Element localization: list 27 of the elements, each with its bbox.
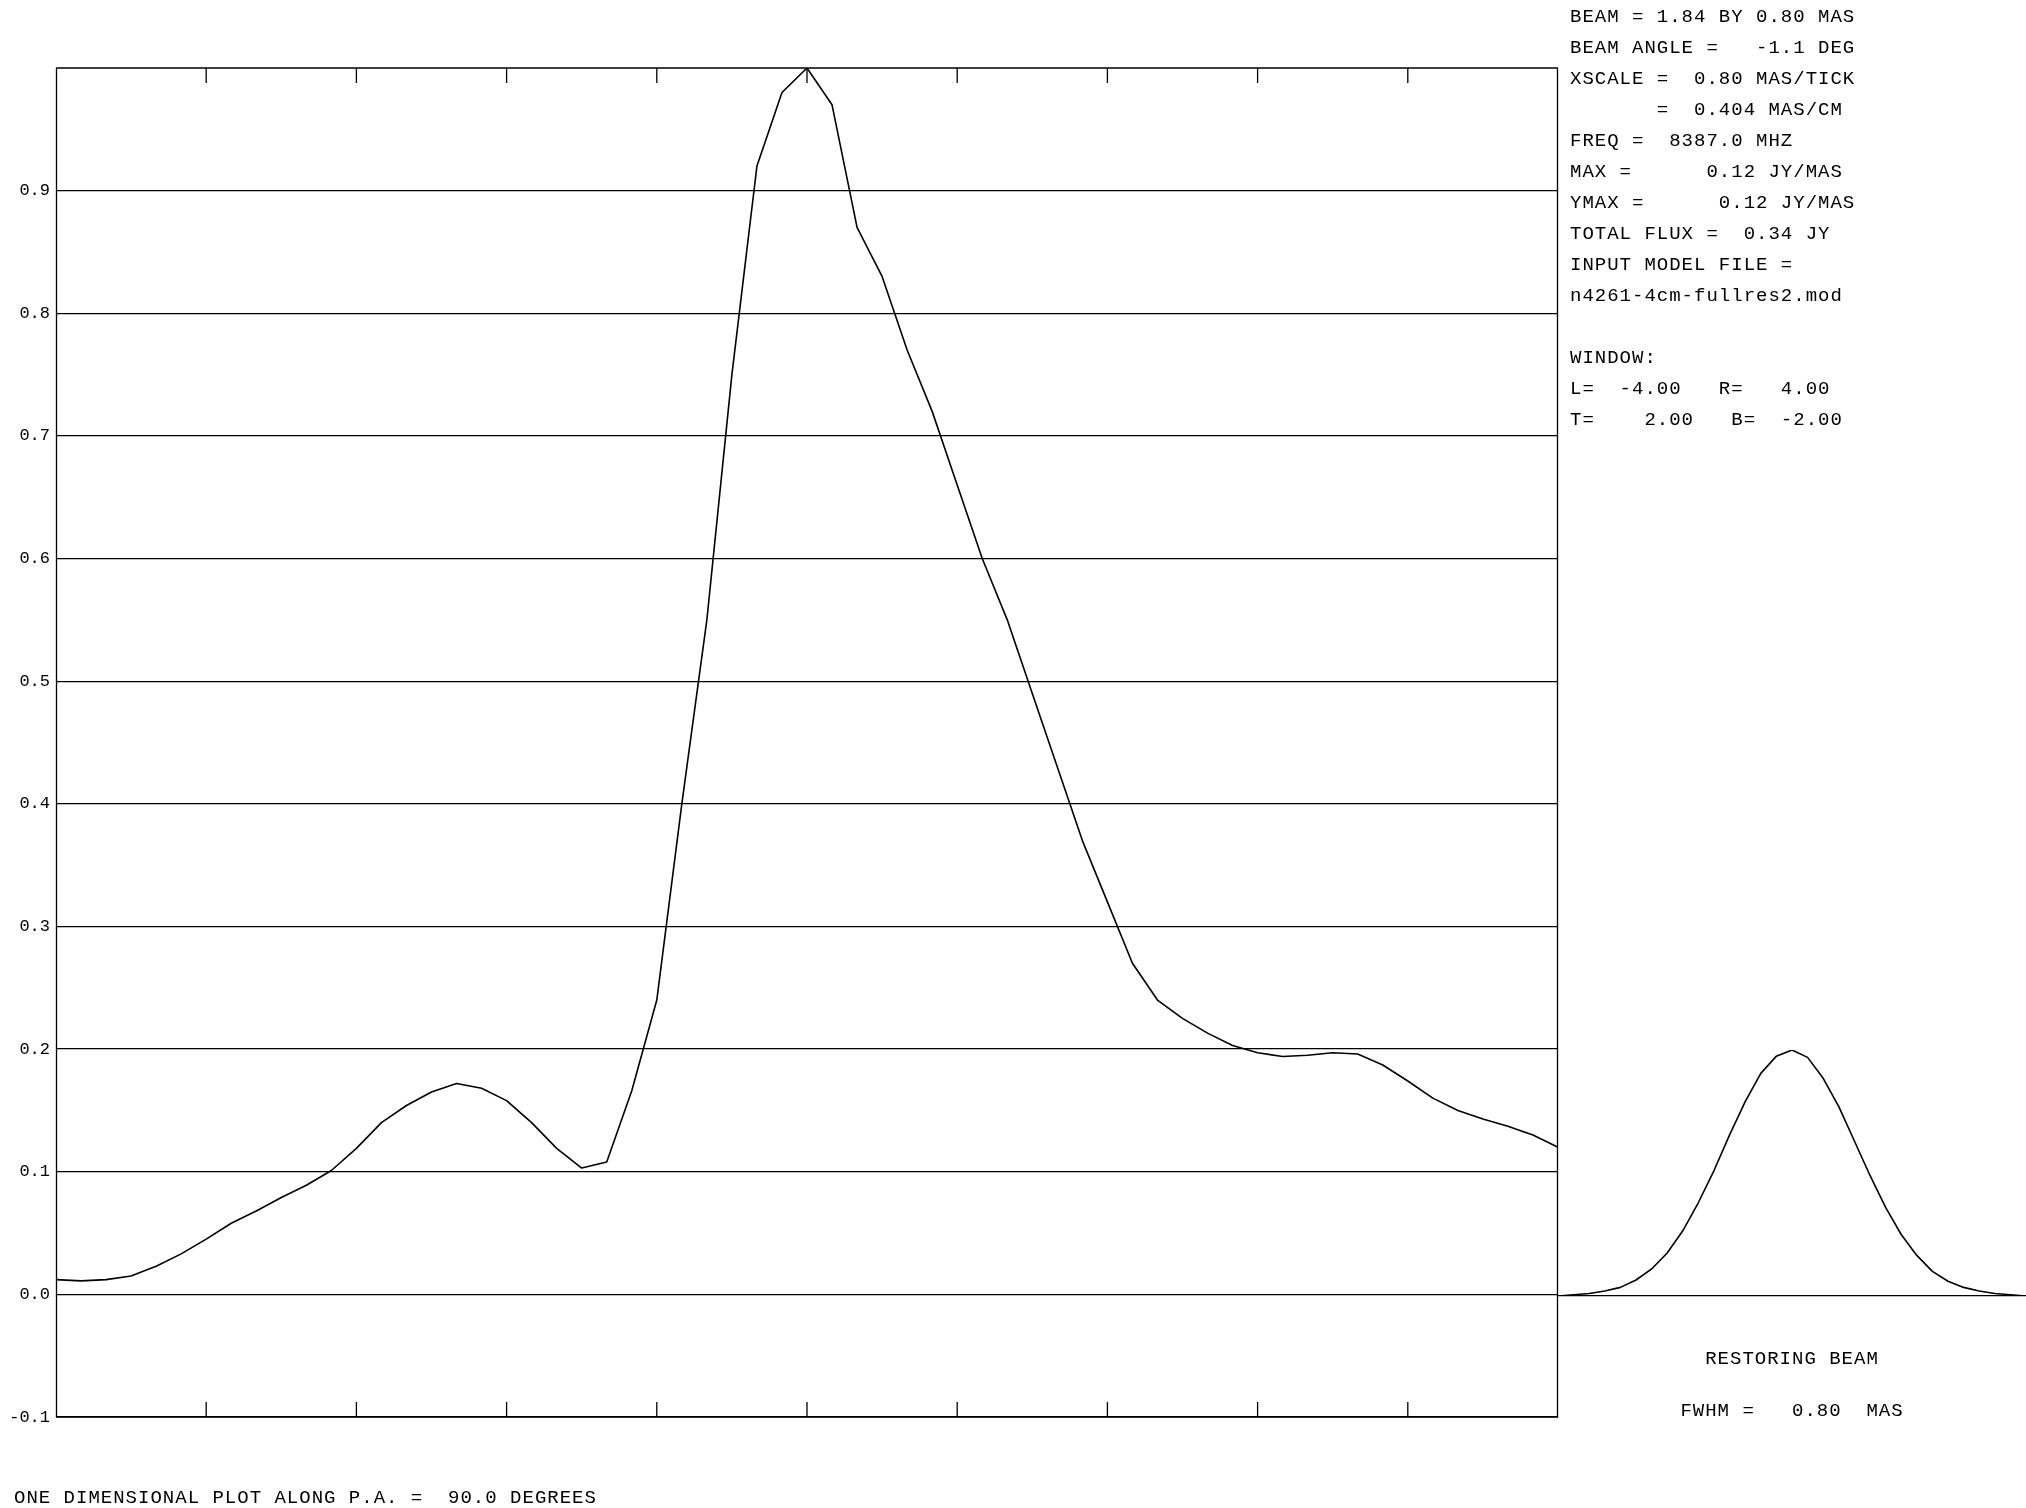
y-tick-label: 0.0 xyxy=(19,1284,50,1304)
text: FREQ = 8387.0 MHZ xyxy=(1570,129,1795,154)
y-tick-label: 0.6 xyxy=(19,549,50,569)
text: RESTORING BEAM xyxy=(1704,1348,1880,1370)
y-tick-label: 0.7 xyxy=(19,426,50,446)
text: BEAM ANGLE = -1.1 DEG xyxy=(1570,36,1856,61)
y-tick-label: -0.1 xyxy=(9,1407,50,1427)
text: YMAX = 0.12 JY/MAS xyxy=(1570,191,1856,216)
text: = 0.404 MAS/CM xyxy=(1655,98,1844,123)
y-tick-label: 0.4 xyxy=(19,794,50,814)
text: ONE DIMENSIONAL PLOT ALONG P.A. = 90.0 DEGREES xyxy=(14,1487,597,1508)
y-tick-label: 0.5 xyxy=(19,671,50,691)
text: XSCALE = 0.80 MAS/TICK xyxy=(1570,67,1856,92)
y-tick-label: 0.1 xyxy=(19,1162,50,1182)
text: FWHM = 0.80 MAS xyxy=(1679,1400,1905,1422)
y-tick-label: 0.8 xyxy=(19,303,50,323)
text: L= -4.00 R= 4.00 xyxy=(1570,377,1832,402)
y-tick-label: 0.3 xyxy=(19,916,50,936)
y-tick-label: 0.2 xyxy=(19,1039,50,1059)
text: INPUT MODEL FILE = xyxy=(1570,253,1795,278)
text: n4261-4cm-fullres2.mod xyxy=(1570,284,1844,309)
text: TOTAL FLUX = 0.34 JY xyxy=(1570,222,1832,247)
text: BEAM = 1.84 BY 0.80 MAS xyxy=(1570,5,1856,30)
y-tick-label: 0.9 xyxy=(19,181,50,201)
text: WINDOW: xyxy=(1570,346,1658,371)
text: MAX = 0.12 JY/MAS xyxy=(1570,160,1844,185)
text: T= 2.00 B= -2.00 xyxy=(1570,408,1844,433)
